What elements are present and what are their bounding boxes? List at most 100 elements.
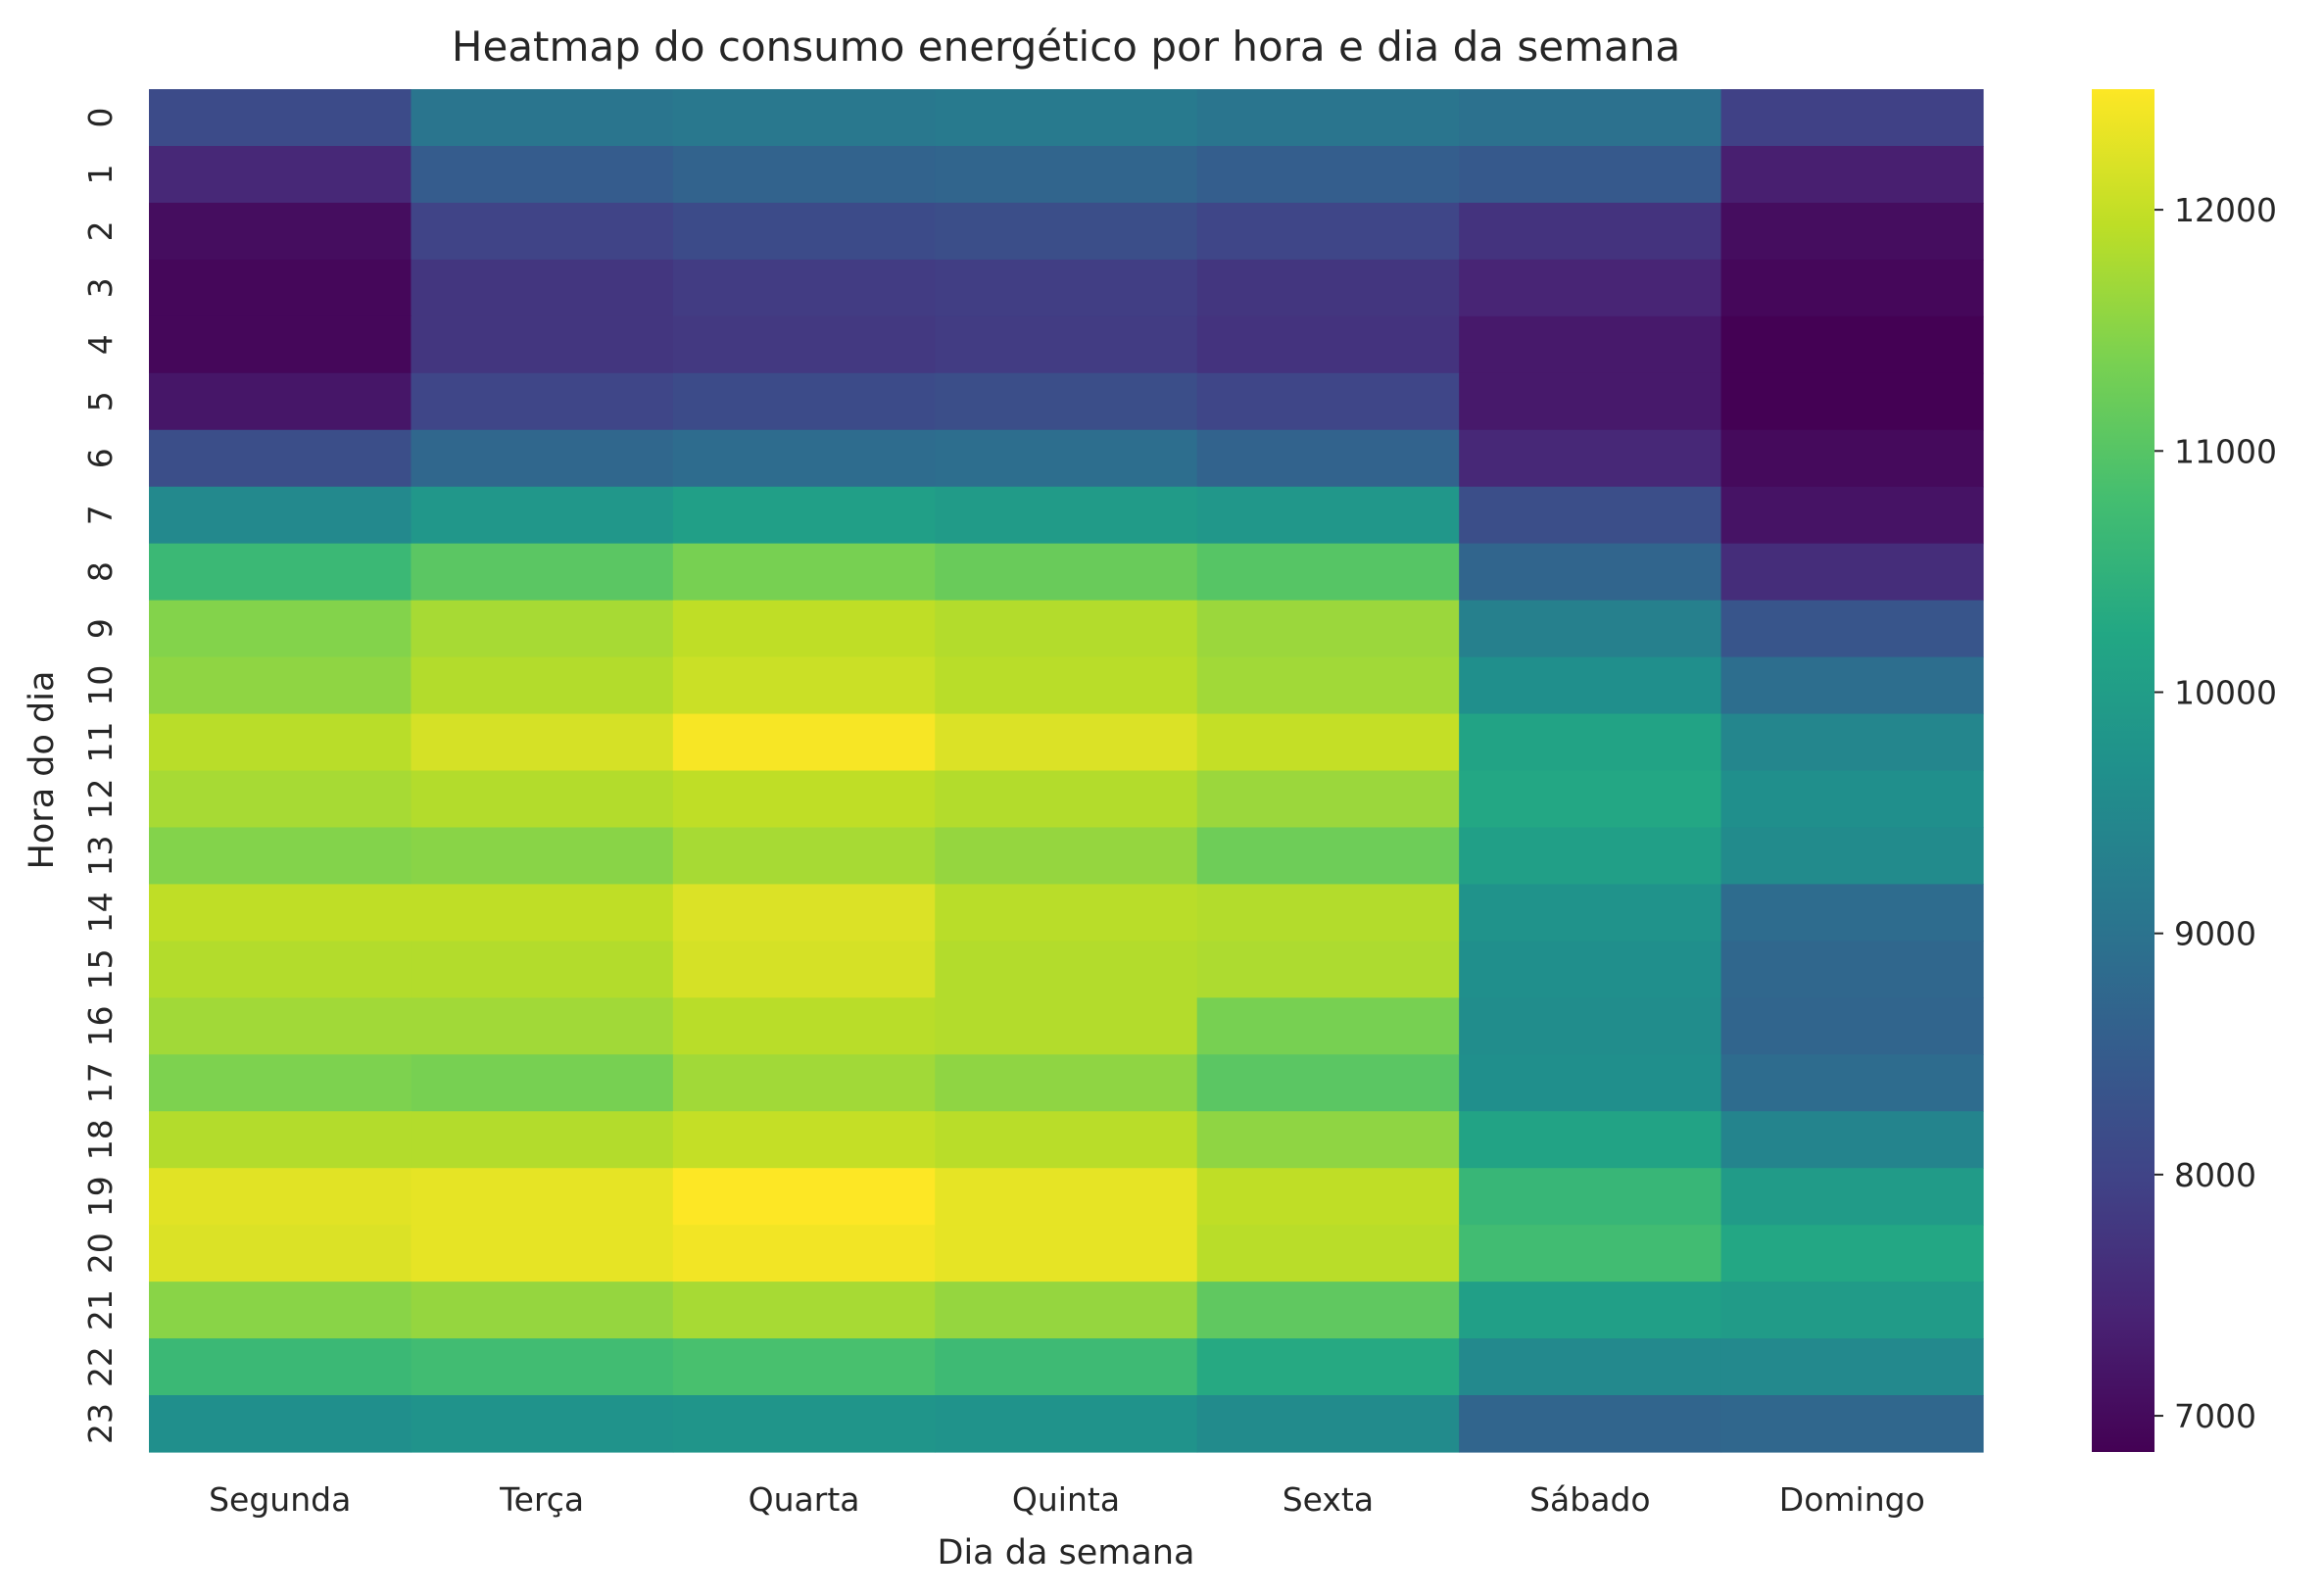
- heatmap-cell: [149, 543, 412, 602]
- heatmap-cell: [1720, 202, 1984, 261]
- heatmap-cells: [149, 89, 1984, 1453]
- heatmap-cell: [1196, 1395, 1460, 1453]
- x-tick-label: Sábado: [1529, 1480, 1650, 1519]
- heatmap-cell: [411, 145, 674, 204]
- heatmap-cell: [672, 259, 936, 317]
- heatmap-cell: [935, 770, 1198, 829]
- heatmap-cell: [935, 884, 1198, 942]
- heatmap-cell: [1459, 1111, 1722, 1169]
- y-tick-label: 18: [81, 1119, 120, 1160]
- y-tick-label: 7: [81, 505, 120, 525]
- heatmap-cell: [672, 770, 936, 829]
- y-tick-label: 5: [81, 391, 120, 411]
- colorbar-tick-label: 8000: [2174, 1156, 2256, 1194]
- heatmap-cell: [935, 89, 1198, 147]
- heatmap-cell: [411, 372, 674, 431]
- chart-title: Heatmap do consumo energético por hora e…: [452, 23, 1680, 71]
- heatmap-cell: [149, 89, 412, 147]
- heatmap-cell: [935, 202, 1198, 261]
- heatmap-cell: [411, 600, 674, 658]
- heatmap-cell: [672, 315, 936, 374]
- heatmap-cell: [672, 884, 936, 942]
- heatmap-cell: [149, 884, 412, 942]
- heatmap-cell: [1196, 202, 1460, 261]
- heatmap-cell: [935, 600, 1198, 658]
- heatmap-cell: [1720, 1338, 1984, 1396]
- heatmap-cell: [1720, 486, 1984, 545]
- heatmap-cell: [149, 429, 412, 488]
- heatmap-cell: [411, 884, 674, 942]
- heatmap-cell: [1196, 997, 1460, 1055]
- heatmap-cell: [1720, 1168, 1984, 1226]
- heatmap-cell: [1196, 600, 1460, 658]
- heatmap-cell: [935, 372, 1198, 431]
- heatmap-cell: [1196, 1282, 1460, 1339]
- heatmap-cell: [672, 372, 936, 431]
- heatmap-cell: [1459, 1282, 1722, 1339]
- heatmap-cell: [1720, 1395, 1984, 1453]
- heatmap-cell: [1459, 486, 1722, 545]
- heatmap-cell: [1720, 89, 1984, 147]
- heatmap-cell: [1459, 770, 1722, 829]
- y-tick-label: 1: [81, 164, 120, 184]
- heatmap-cell: [1720, 259, 1984, 317]
- heatmap-cell: [1720, 1282, 1984, 1339]
- heatmap-cell: [149, 941, 412, 998]
- heatmap-cell: [935, 429, 1198, 488]
- heatmap-cell: [149, 1168, 412, 1226]
- heatmap-cell: [149, 997, 412, 1055]
- heatmap-cell: [411, 1111, 674, 1169]
- heatmap-cell: [149, 315, 412, 374]
- heatmap-cell: [149, 145, 412, 204]
- heatmap-cell: [1196, 372, 1460, 431]
- colorbar-gradient: [2092, 89, 2155, 1452]
- heatmap-cell: [411, 315, 674, 374]
- heatmap-cell: [411, 1395, 674, 1453]
- heatmap-cell: [1459, 600, 1722, 658]
- heatmap-cell: [1720, 600, 1984, 658]
- x-tick-label: Terça: [499, 1480, 584, 1519]
- x-tick-labels: Segunda Terça Quarta Quinta Sexta Sábado Domin…: [209, 1480, 1925, 1519]
- heatmap-cell: [672, 1225, 936, 1282]
- heatmap-cell: [1459, 315, 1722, 374]
- heatmap-cell: [1196, 1054, 1460, 1112]
- heatmap-cell: [672, 600, 936, 658]
- heatmap-cell: [411, 997, 674, 1055]
- heatmap-cell: [1459, 656, 1722, 715]
- heatmap-cell: [149, 656, 412, 715]
- heatmap-cell: [1196, 1338, 1460, 1396]
- heatmap-cell: [1196, 89, 1460, 147]
- heatmap-cell: [149, 259, 412, 317]
- heatmap-cell: [672, 89, 936, 147]
- x-tick-label: Quinta: [1012, 1480, 1120, 1519]
- y-tick-label: 17: [81, 1062, 120, 1103]
- heatmap-cell: [935, 941, 1198, 998]
- heatmap-cell: [411, 1338, 674, 1396]
- y-tick-label: 4: [81, 334, 120, 355]
- heatmap-cell: [149, 770, 412, 829]
- heatmap-cell: [411, 827, 674, 886]
- heatmap-cell: [1720, 429, 1984, 488]
- y-tick-label: 15: [81, 948, 120, 990]
- heatmap-cell: [1196, 770, 1460, 829]
- heatmap-cell: [1459, 884, 1722, 942]
- heatmap-cell: [411, 941, 674, 998]
- heatmap-cell: [935, 1282, 1198, 1339]
- y-tick-label: 22: [81, 1346, 120, 1387]
- heatmap-cell: [672, 1395, 936, 1453]
- heatmap-cell: [935, 1225, 1198, 1282]
- heatmap-cell: [149, 202, 412, 261]
- heatmap-cell: [1459, 429, 1722, 488]
- heatmap-cell: [411, 543, 674, 602]
- heatmap-cell: [411, 713, 674, 772]
- heatmap-cell: [1196, 543, 1460, 602]
- heatmap-cell: [1720, 1111, 1984, 1169]
- colorbar-tick-label: 11000: [2174, 432, 2277, 470]
- heatmap-cell: [1720, 884, 1984, 942]
- colorbar-tick-label: 12000: [2174, 191, 2277, 229]
- heatmap-cell: [411, 202, 674, 261]
- heatmap-cell: [411, 770, 674, 829]
- heatmap-cell: [1196, 315, 1460, 374]
- heatmap-cell: [672, 827, 936, 886]
- colorbar-tick-label: 9000: [2174, 915, 2256, 953]
